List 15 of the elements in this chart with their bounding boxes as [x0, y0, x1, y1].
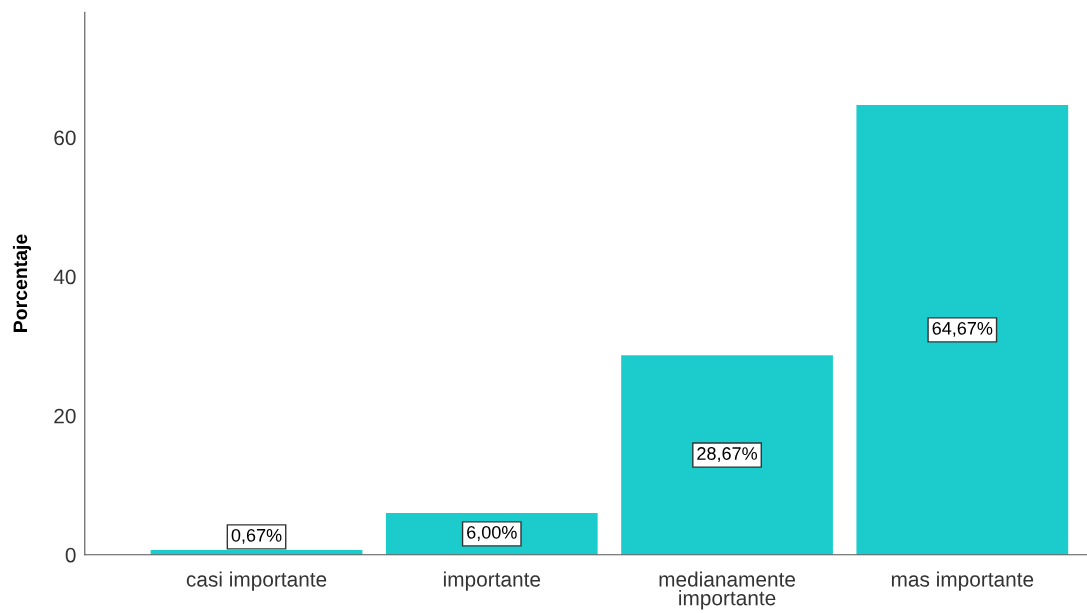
- x-tick-label: medianamente importante: [659, 571, 796, 610]
- bar: [856, 104, 1069, 555]
- data-label: 64,67%: [932, 321, 993, 337]
- data-label: 28,67%: [697, 447, 758, 463]
- x-tick-label: importante: [443, 571, 541, 591]
- y-tick-label: 40: [53, 269, 76, 285]
- x-tick-label: mas importante: [891, 571, 1034, 591]
- y-tick-label: 20: [54, 408, 76, 424]
- data-label: 0,67%: [231, 528, 282, 544]
- y-tick-label: 60: [54, 130, 76, 146]
- y-tick-label: 0: [65, 547, 76, 563]
- y-axis-title: Porcentaje: [12, 234, 32, 332]
- data-label: 6,00%: [467, 525, 517, 541]
- x-tick-label: casi importante: [186, 571, 327, 591]
- bar: [621, 355, 833, 555]
